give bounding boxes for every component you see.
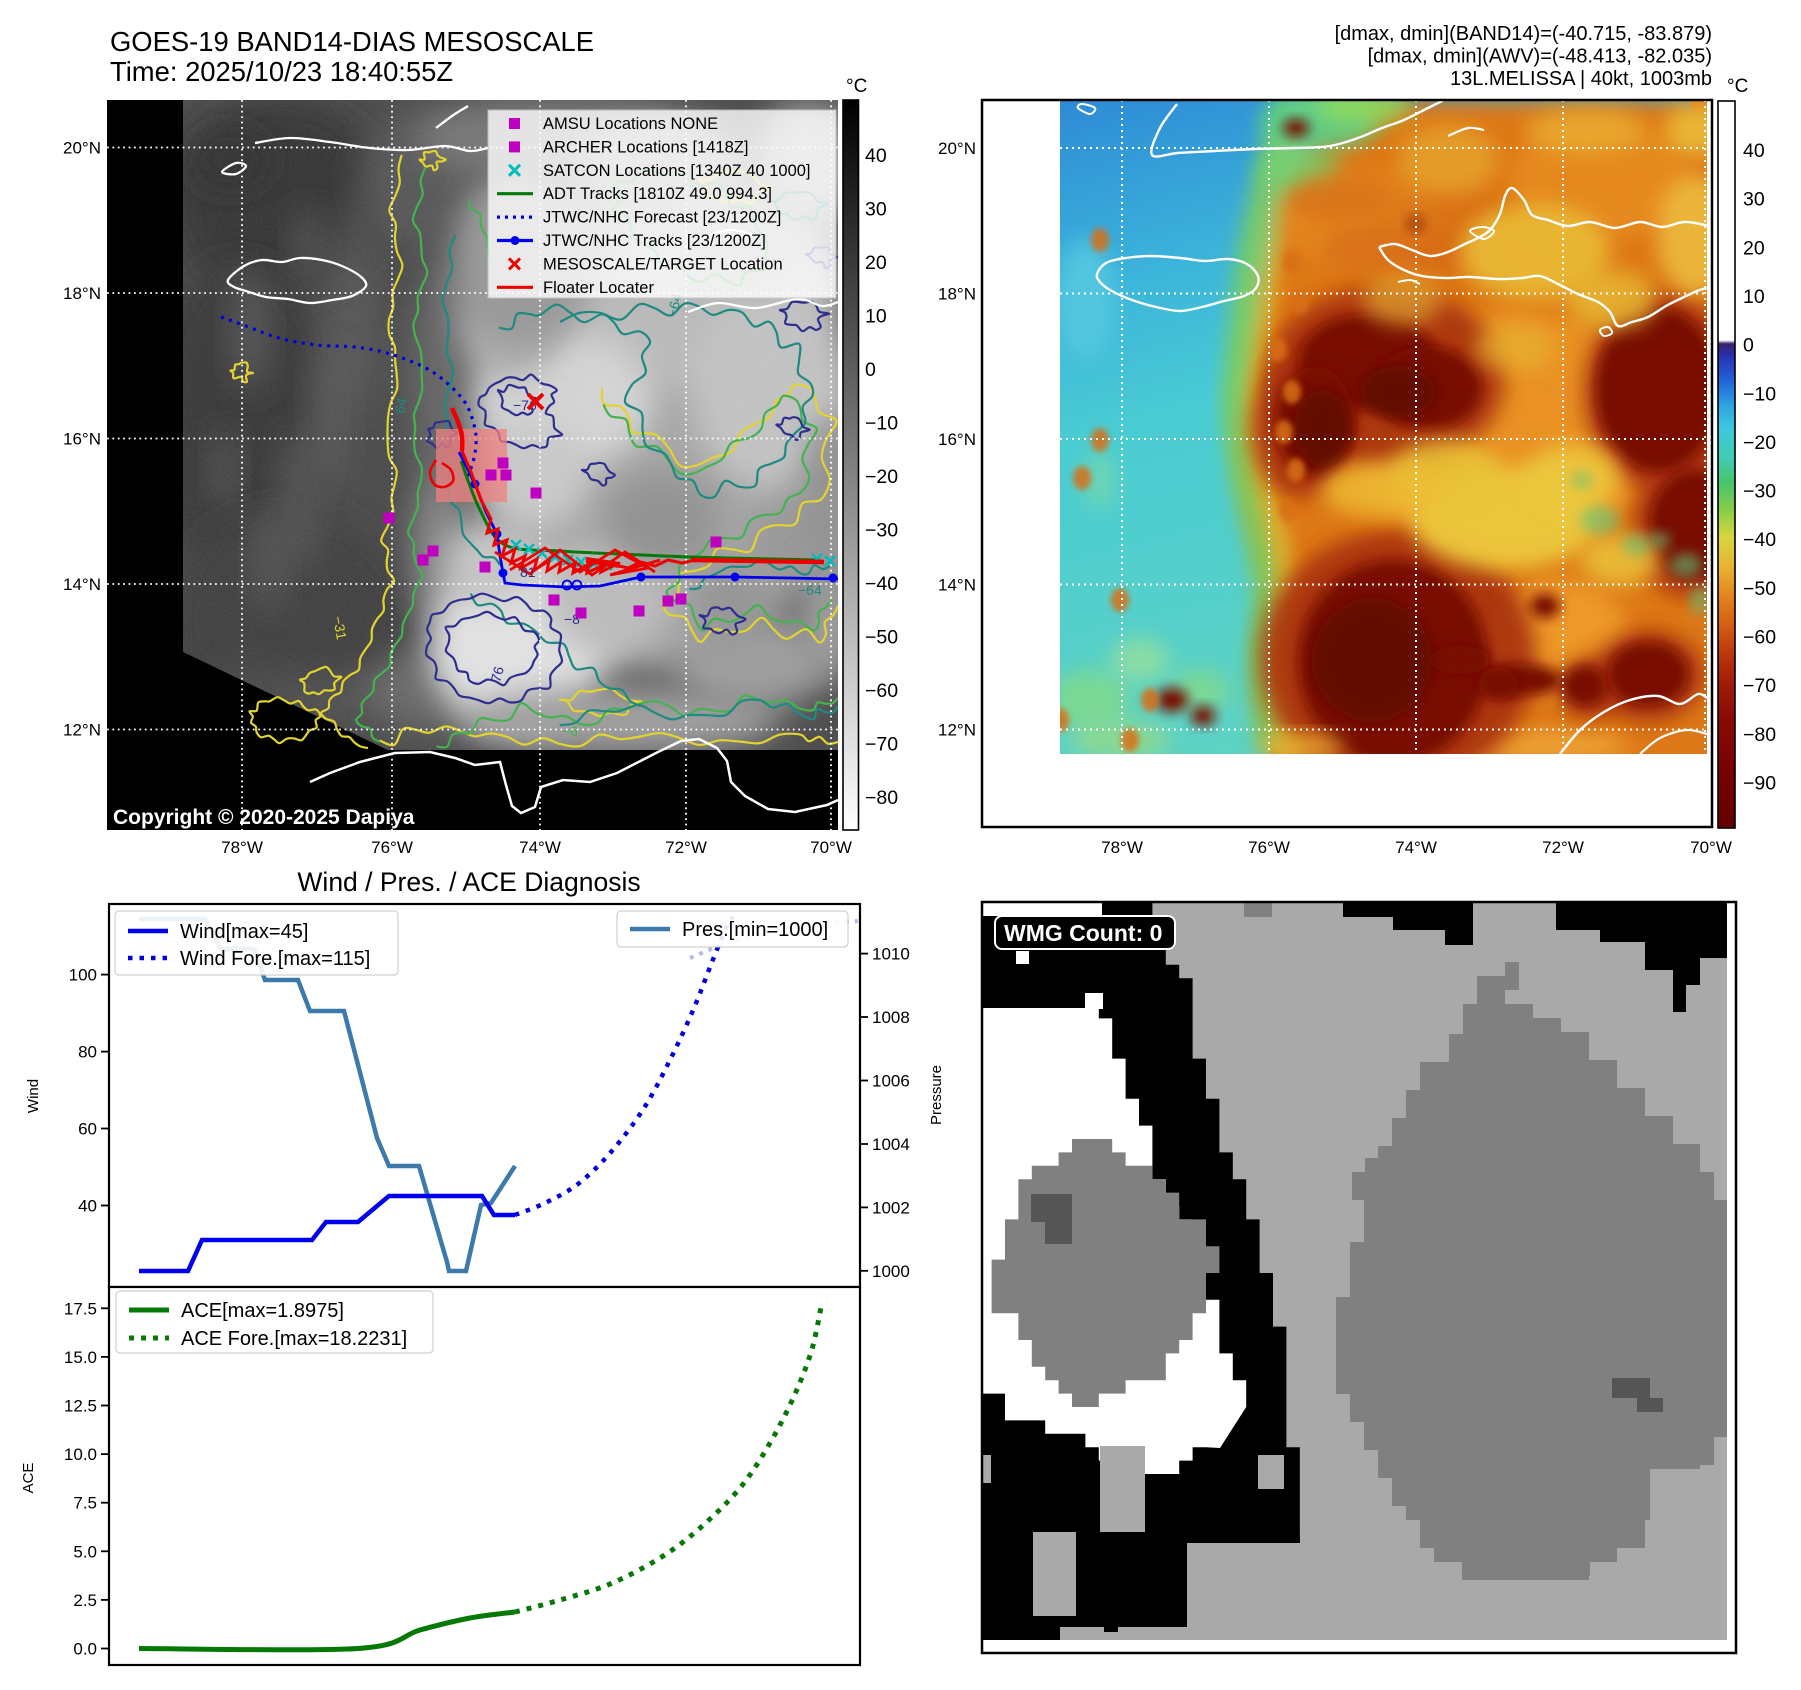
svg-text:°C: °C <box>1727 76 1748 97</box>
svg-text:78°W: 78°W <box>1101 838 1143 857</box>
svg-text:16°N: 16°N <box>63 430 101 449</box>
svg-text:13L.MELISSA | 40kt, 1003mb: 13L.MELISSA | 40kt, 1003mb <box>1450 68 1712 90</box>
svg-text:1000: 1000 <box>872 1262 910 1281</box>
svg-text:Pressure: Pressure <box>928 1065 945 1125</box>
svg-text:0: 0 <box>865 359 876 381</box>
svg-text:[dmax, dmin](BAND14)=(-40.715,: [dmax, dmin](BAND14)=(-40.715, -83.879) <box>1335 23 1712 45</box>
svg-text:−76: −76 <box>513 397 537 413</box>
svg-text:40: 40 <box>865 145 887 167</box>
svg-text:−6: −6 <box>562 723 578 739</box>
svg-text:15.0: 15.0 <box>64 1348 97 1367</box>
svg-text:12°N: 12°N <box>938 721 976 740</box>
svg-text:10: 10 <box>1743 286 1765 308</box>
svg-text:81: 81 <box>520 564 536 580</box>
svg-text:Wind: Wind <box>25 1079 42 1113</box>
svg-text:70°W: 70°W <box>810 838 852 857</box>
svg-text:−20: −20 <box>865 466 898 488</box>
svg-text:−60: −60 <box>865 680 898 702</box>
svg-text:10: 10 <box>865 306 887 328</box>
svg-text:−50: −50 <box>1743 578 1776 600</box>
svg-text:78°W: 78°W <box>221 838 263 857</box>
svg-text:Wind[max=45]: Wind[max=45] <box>180 921 308 943</box>
svg-text:−70: −70 <box>1743 675 1776 697</box>
svg-text:JTWC/NHC Tracks [23/1200Z]: JTWC/NHC Tracks [23/1200Z] <box>543 232 766 250</box>
svg-text:WMG Count: 0: WMG Count: 0 <box>1004 920 1162 946</box>
svg-text:72°W: 72°W <box>665 838 707 857</box>
svg-text:ARCHER Locations [1418Z]: ARCHER Locations [1418Z] <box>543 138 748 156</box>
svg-text:−80: −80 <box>1743 724 1776 746</box>
svg-text:76°W: 76°W <box>1248 838 1290 857</box>
svg-text:70°W: 70°W <box>1690 838 1732 857</box>
svg-text:AMSU Locations NONE: AMSU Locations NONE <box>543 115 718 133</box>
svg-text:5.0: 5.0 <box>73 1542 97 1561</box>
svg-text:40: 40 <box>78 1197 97 1216</box>
svg-text:GOES-19 BAND14-DIAS MESOSCALE: GOES-19 BAND14-DIAS MESOSCALE <box>110 26 594 57</box>
svg-text:80: 80 <box>78 1043 97 1062</box>
svg-text:Wind / Pres. / ACE Diagnosis: Wind / Pres. / ACE Diagnosis <box>297 867 640 897</box>
svg-text:1004: 1004 <box>872 1135 910 1154</box>
svg-text:−30: −30 <box>865 520 898 542</box>
svg-text:18°N: 18°N <box>938 285 976 304</box>
svg-text:−90: −90 <box>1743 772 1776 794</box>
svg-text:−70: −70 <box>865 734 898 756</box>
svg-text:Floater Locater: Floater Locater <box>543 279 654 297</box>
svg-text:−31: −31 <box>330 615 350 641</box>
svg-text:−30: −30 <box>1743 481 1776 503</box>
svg-text:76°W: 76°W <box>371 838 413 857</box>
svg-text:Pres.[min=1000]: Pres.[min=1000] <box>682 919 828 941</box>
svg-text:72°W: 72°W <box>1542 838 1584 857</box>
svg-text:100: 100 <box>69 966 97 985</box>
svg-text:−20: −20 <box>1743 432 1776 454</box>
svg-text:74°W: 74°W <box>519 838 561 857</box>
svg-text:30: 30 <box>865 199 887 221</box>
svg-text:Copyright © 2020-2025 Dapiya: Copyright © 2020-2025 Dapiya <box>113 806 415 829</box>
svg-text:Time: 2025/10/23 18:40:55Z: Time: 2025/10/23 18:40:55Z <box>110 56 453 87</box>
svg-text:74°W: 74°W <box>1395 838 1437 857</box>
svg-text:20: 20 <box>1743 237 1765 259</box>
svg-text:1008: 1008 <box>872 1008 910 1027</box>
svg-text:64: 64 <box>391 396 409 414</box>
svg-text:0: 0 <box>1743 335 1754 357</box>
svg-text:14°N: 14°N <box>938 576 976 595</box>
svg-text:2.5: 2.5 <box>73 1591 97 1610</box>
svg-text:JTWC/NHC Forecast [23/1200Z]: JTWC/NHC Forecast [23/1200Z] <box>543 209 781 227</box>
svg-text:12.5: 12.5 <box>64 1397 97 1416</box>
svg-text:−40: −40 <box>865 573 898 595</box>
svg-text:0.0: 0.0 <box>73 1640 97 1659</box>
svg-text:12°N: 12°N <box>63 721 101 740</box>
svg-text:20°N: 20°N <box>938 139 976 158</box>
svg-text:−60: −60 <box>1743 627 1776 649</box>
svg-text:17.5: 17.5 <box>64 1299 97 1318</box>
svg-text:30: 30 <box>1743 189 1765 211</box>
svg-text:40: 40 <box>1743 140 1765 162</box>
svg-text:16°N: 16°N <box>938 430 976 449</box>
svg-text:60: 60 <box>78 1120 97 1139</box>
svg-text:20: 20 <box>865 252 887 274</box>
svg-text:−10: −10 <box>865 413 898 435</box>
svg-text:10.0: 10.0 <box>64 1445 97 1464</box>
svg-text:[dmax, dmin](AWV)=(-48.413, -8: [dmax, dmin](AWV)=(-48.413, -82.035) <box>1368 46 1712 68</box>
svg-text:ACE: ACE <box>20 1463 37 1494</box>
svg-text:−64: −64 <box>798 582 822 598</box>
svg-text:MESOSCALE/TARGET Location: MESOSCALE/TARGET Location <box>543 255 783 273</box>
svg-text:76: 76 <box>487 664 507 683</box>
svg-text:Wind Fore.[max=115]: Wind Fore.[max=115] <box>180 948 370 970</box>
svg-text:−40: −40 <box>1743 529 1776 551</box>
svg-text:ACE Fore.[max=18.2231]: ACE Fore.[max=18.2231] <box>181 1328 407 1350</box>
svg-text:1006: 1006 <box>872 1072 910 1091</box>
svg-text:ACE[max=1.8975]: ACE[max=1.8975] <box>181 1300 344 1322</box>
svg-text:°C: °C <box>846 76 867 97</box>
svg-text:−80: −80 <box>865 787 898 809</box>
svg-text:14°N: 14°N <box>63 575 101 594</box>
svg-text:−10: −10 <box>1743 383 1776 405</box>
svg-text:1002: 1002 <box>872 1198 910 1217</box>
svg-text:18°N: 18°N <box>63 284 101 303</box>
svg-text:−50: −50 <box>865 627 898 649</box>
svg-text:7.5: 7.5 <box>73 1494 97 1513</box>
svg-text:20°N: 20°N <box>63 139 101 158</box>
svg-text:ADT Tracks [1810Z 49.0 994.3]: ADT Tracks [1810Z 49.0 994.3] <box>543 185 772 203</box>
svg-text:1010: 1010 <box>872 945 910 964</box>
svg-text:SATCON Locations [1340Z 40 100: SATCON Locations [1340Z 40 1000] <box>543 162 811 180</box>
